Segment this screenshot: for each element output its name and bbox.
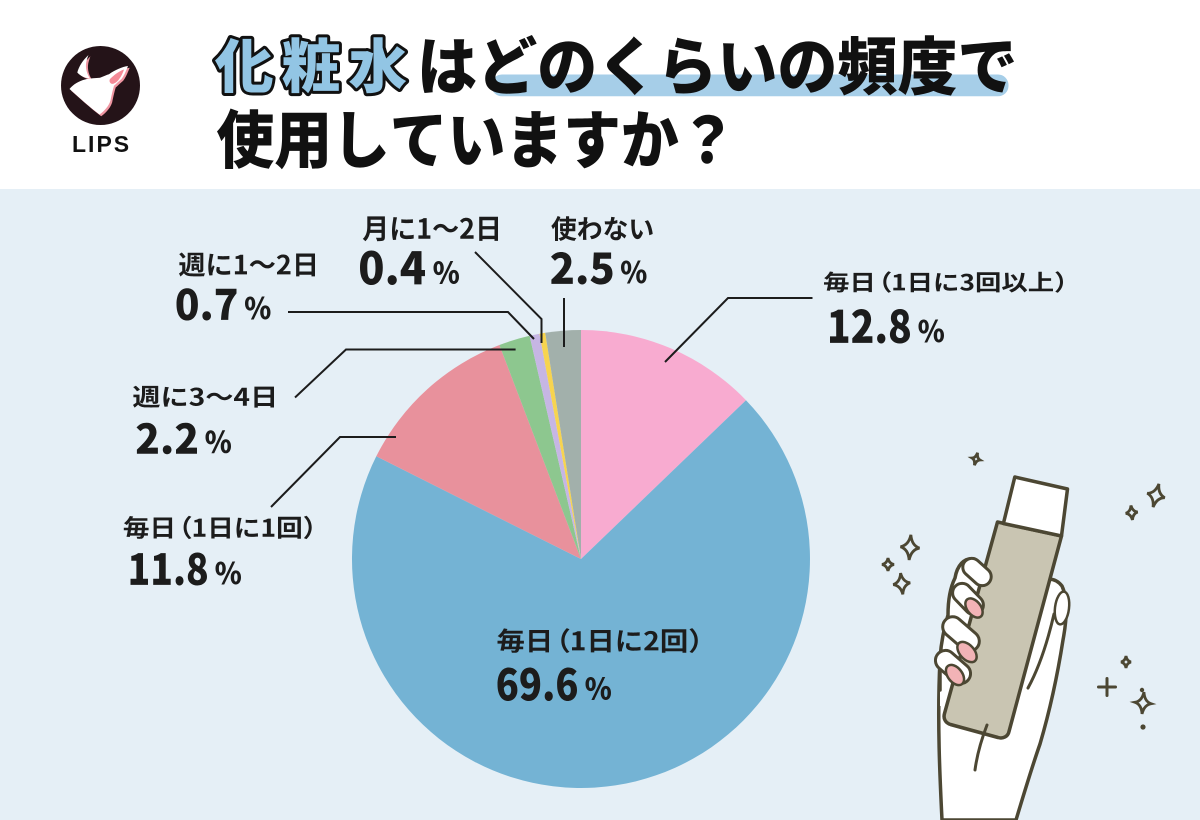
- svg-text:LIPS: LIPS: [72, 131, 131, 157]
